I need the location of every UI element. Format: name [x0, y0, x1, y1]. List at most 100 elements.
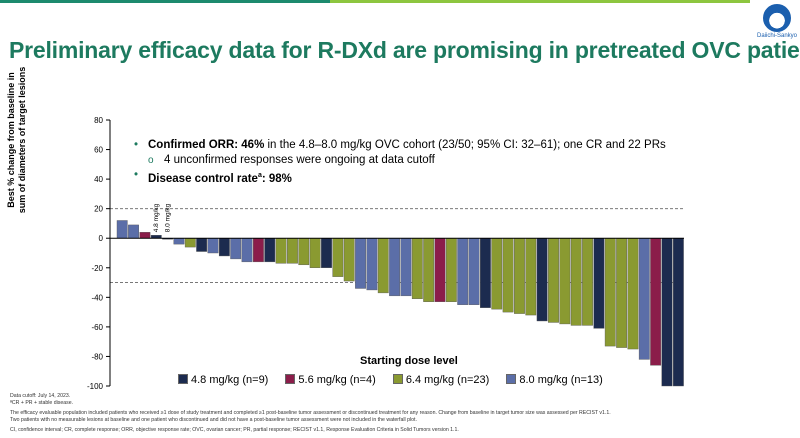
legend-label: 6.4 mg/kg (n=23)	[405, 374, 490, 386]
bar	[570, 238, 582, 326]
chart-legend: 4.8 mg/kg (n=9) 5.6 mg/kg (n=4) 6.4 mg/k…	[178, 374, 617, 386]
legend-item-6-4: 6.4 mg/kg (n=23)	[392, 374, 490, 386]
footnotes: Data cutoff: July 14, 2023. ªCR + PR + s…	[10, 393, 611, 434]
legend-title: Starting dose level	[360, 355, 458, 367]
legend-swatch	[285, 374, 296, 384]
y-tick-label: -60	[91, 323, 103, 332]
top-accent-bar-lime	[330, 0, 750, 3]
top-accent-bar-green	[0, 0, 330, 3]
bar	[252, 238, 264, 263]
y-tick-label: -20	[91, 264, 103, 273]
bar	[287, 238, 298, 264]
y-tick-label: 0	[99, 234, 104, 243]
bar	[332, 238, 344, 277]
bar	[559, 238, 571, 325]
bar	[650, 238, 662, 366]
bar	[423, 238, 435, 302]
bar	[411, 238, 423, 300]
bar	[672, 238, 684, 387]
bar	[604, 238, 616, 347]
y-tick-label: 40	[94, 175, 103, 184]
bar	[638, 238, 650, 360]
orr-text: in the 4.8–8.0 mg/kg OVC cohort (23/50; …	[264, 139, 666, 151]
bar	[593, 238, 605, 329]
bar	[218, 238, 230, 257]
top-accent-bar	[0, 0, 800, 3]
bar-dose-annotation: 4.8 mg/kg	[153, 203, 160, 232]
logo-wordmark: Daiichi-Sankyo	[756, 33, 798, 39]
legend-item-8-0: 8.0 mg/kg (n=13)	[506, 374, 603, 386]
bar	[355, 238, 366, 289]
bar	[139, 232, 151, 239]
bar	[661, 238, 673, 387]
bar	[457, 238, 469, 305]
bar	[207, 238, 219, 254]
bar	[366, 238, 378, 291]
footnote-population: The efficacy evaluable population includ…	[10, 410, 611, 416]
bar	[536, 238, 548, 322]
y-tick-label: -100	[87, 382, 104, 391]
sub-bullet-circle-icon: o	[148, 155, 154, 166]
bar	[309, 238, 321, 268]
dcr-label: Disease control rate	[148, 172, 258, 185]
bullet-dot-icon: •	[134, 139, 139, 151]
footnote-exclusions: Two patients with no measurable lesions …	[10, 417, 417, 423]
legend-swatch	[506, 374, 517, 384]
legend-label: 4.8 mg/kg (n=9)	[191, 374, 269, 386]
orr-bold: Confirmed ORR: 46%	[148, 139, 265, 151]
legend-swatch	[392, 374, 403, 384]
bar	[548, 238, 559, 323]
y-tick-label: 80	[94, 116, 103, 125]
bar	[128, 224, 139, 239]
bar	[230, 238, 242, 260]
bar	[321, 238, 332, 268]
y-tick-label: 60	[94, 146, 103, 155]
bar	[514, 238, 525, 314]
footnote-abbreviations: CI, confidence interval; CR, complete re…	[10, 427, 459, 433]
bar	[184, 238, 196, 248]
key-findings: • Confirmed ORR: 46% in the 4.8–8.0 mg/k…	[134, 138, 666, 187]
bar	[389, 238, 400, 297]
bar	[264, 238, 276, 263]
footnote-cutoff: Data cutoff: July 14, 2023.	[10, 393, 71, 399]
unconfirmed-text: 4 unconfirmed responses were ongoing at …	[164, 154, 435, 166]
dcr-footnote-marker: a	[257, 172, 262, 179]
bar	[582, 238, 593, 326]
bar	[491, 238, 503, 310]
page-title: Preliminary efficacy data for R-DXd are …	[9, 37, 800, 63]
bar	[616, 238, 628, 348]
chart-bars	[116, 220, 684, 387]
y-tick-label: -80	[91, 352, 103, 361]
bar-dose-annotation: 8.0 mg/kg	[165, 203, 172, 232]
bar	[468, 238, 480, 305]
footnote-dcr-definition: ªCR + PR + stable disease.	[10, 400, 74, 406]
bar	[377, 238, 389, 294]
y-tick-label: -40	[91, 293, 103, 302]
legend-item-5-6: 5.6 mg/kg (n=4)	[285, 374, 376, 386]
bullet-orr: • Confirmed ORR: 46% in the 4.8–8.0 mg/k…	[134, 138, 666, 153]
bar	[241, 238, 253, 263]
bullet-dcr: • Disease control ratea: 98%	[134, 168, 666, 187]
bullet-unconfirmed: o 4 unconfirmed responses were ongoing a…	[134, 153, 666, 168]
bar	[400, 238, 412, 297]
bar	[298, 238, 310, 266]
bar	[502, 238, 514, 313]
chart-axis: 80 60 40 20 0 -20 -40 -60 -80 -100	[87, 116, 684, 391]
bar	[480, 238, 491, 308]
bar	[525, 238, 537, 316]
dcr-bold: Disease control ratea: 98%	[148, 172, 292, 185]
legend-label: 8.0 mg/kg (n=13)	[519, 374, 603, 386]
legend-item-4-8: 4.8 mg/kg (n=9)	[178, 374, 268, 386]
logo-emblem-icon	[763, 4, 791, 32]
bar	[275, 238, 287, 264]
chart-annotations: 4.8 mg/kg 8.0 mg/kg	[153, 203, 171, 232]
company-logo: Daiichi-Sankyo	[756, 4, 798, 44]
bar	[116, 220, 128, 239]
dcr-value: : 98%	[261, 172, 292, 185]
legend-label: 5.6 mg/kg (n=4)	[298, 374, 376, 386]
bar	[173, 238, 185, 245]
bar	[445, 238, 457, 302]
y-tick-label: 20	[94, 205, 103, 214]
bullet-dot-icon: •	[134, 169, 139, 181]
